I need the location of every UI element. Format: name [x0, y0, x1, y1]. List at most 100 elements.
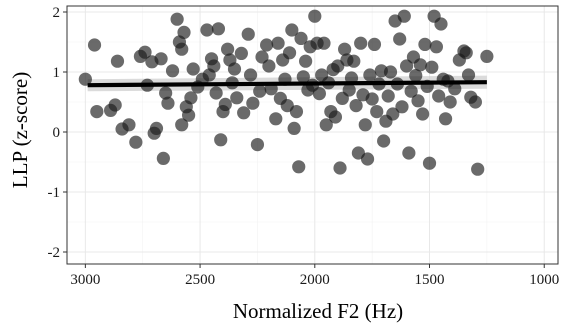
data-point — [292, 160, 306, 174]
data-point — [200, 23, 214, 37]
data-point — [432, 89, 446, 103]
x-axis-title: Normalized F2 (Hz) — [233, 299, 403, 323]
data-point — [165, 64, 180, 78]
data-point — [221, 42, 235, 56]
data-point — [214, 133, 228, 147]
panel-border — [66, 5, 559, 265]
data-point — [129, 135, 143, 149]
data-point — [468, 95, 483, 109]
data-point — [354, 36, 368, 50]
data-point — [381, 89, 395, 103]
data-point — [347, 54, 361, 68]
data-point — [319, 118, 333, 132]
data-point — [211, 22, 226, 36]
data-point — [308, 9, 322, 23]
data-point — [122, 118, 136, 132]
data-point — [230, 91, 244, 105]
x-tick-label: 1000 — [529, 272, 559, 288]
data-point — [289, 105, 304, 119]
data-point — [285, 23, 299, 37]
data-point — [404, 84, 418, 98]
data-point — [397, 9, 411, 23]
data-point — [299, 54, 313, 68]
data-point — [328, 110, 343, 124]
x-tick-label: 1500 — [415, 272, 445, 288]
data-point — [218, 97, 232, 111]
data-point — [409, 69, 423, 83]
data-point — [269, 112, 283, 126]
x-tick-label: 2500 — [185, 272, 215, 288]
x-tick-label: 2000 — [300, 272, 330, 288]
x-tick-label: 3000 — [70, 272, 100, 288]
data-point — [363, 68, 377, 82]
data-point — [358, 118, 372, 132]
data-point — [338, 42, 352, 56]
data-point — [282, 46, 297, 60]
data-point — [425, 60, 439, 74]
data-point — [237, 106, 251, 120]
data-point — [418, 37, 432, 52]
data-point — [138, 45, 152, 59]
data-point — [342, 83, 356, 97]
data-point — [434, 17, 448, 31]
y-tick-label: -1 — [48, 185, 61, 201]
x-axis: 3000 2500 2000 1500 1000 — [70, 264, 559, 288]
data-point — [255, 50, 269, 64]
data-point — [243, 68, 258, 82]
data-point — [413, 58, 427, 72]
data-point — [383, 65, 398, 79]
data-point — [184, 91, 198, 105]
data-point — [438, 112, 453, 126]
y-tick-label: -2 — [48, 245, 61, 261]
data-point — [480, 49, 494, 64]
data-point — [287, 121, 301, 135]
data-point — [386, 107, 400, 121]
data-point — [360, 152, 375, 166]
data-point — [241, 27, 255, 41]
data-point — [262, 59, 276, 73]
data-point — [370, 105, 384, 119]
data-point — [294, 31, 308, 45]
data-point — [234, 46, 248, 61]
data-point — [367, 37, 382, 52]
data-point — [209, 86, 223, 100]
data-point — [186, 62, 200, 76]
y-axis-title: LLP (z-score) — [8, 72, 32, 188]
data-point — [87, 38, 102, 52]
data-point — [422, 156, 437, 170]
data-point — [227, 62, 242, 76]
data-point — [271, 36, 285, 50]
data-point — [461, 68, 476, 82]
y-tick-label: 2 — [53, 5, 61, 21]
data-point — [333, 161, 347, 175]
data-point — [207, 59, 221, 73]
data-point — [170, 12, 184, 26]
data-point — [411, 94, 425, 108]
data-point — [175, 42, 189, 56]
y-axis: -2 -1 0 1 2 — [48, 5, 67, 261]
data-point — [402, 146, 416, 160]
y-tick-label: 0 — [53, 125, 61, 141]
y-tick-label: 1 — [53, 65, 61, 81]
points-layer — [78, 9, 494, 176]
data-point — [459, 46, 473, 60]
data-point — [177, 25, 191, 39]
data-point — [182, 108, 196, 122]
data-point — [399, 59, 414, 73]
data-point — [250, 138, 265, 152]
data-point — [395, 100, 409, 114]
data-point — [312, 87, 326, 101]
data-point — [149, 121, 164, 135]
data-point — [393, 32, 407, 46]
data-point — [246, 96, 260, 110]
data-point — [161, 96, 175, 110]
data-point — [377, 134, 391, 148]
data-point — [78, 72, 92, 86]
data-point — [154, 52, 168, 66]
data-point — [108, 98, 122, 112]
data-point — [175, 118, 189, 132]
data-point — [296, 70, 310, 84]
data-point — [416, 107, 430, 121]
data-point — [448, 82, 462, 96]
